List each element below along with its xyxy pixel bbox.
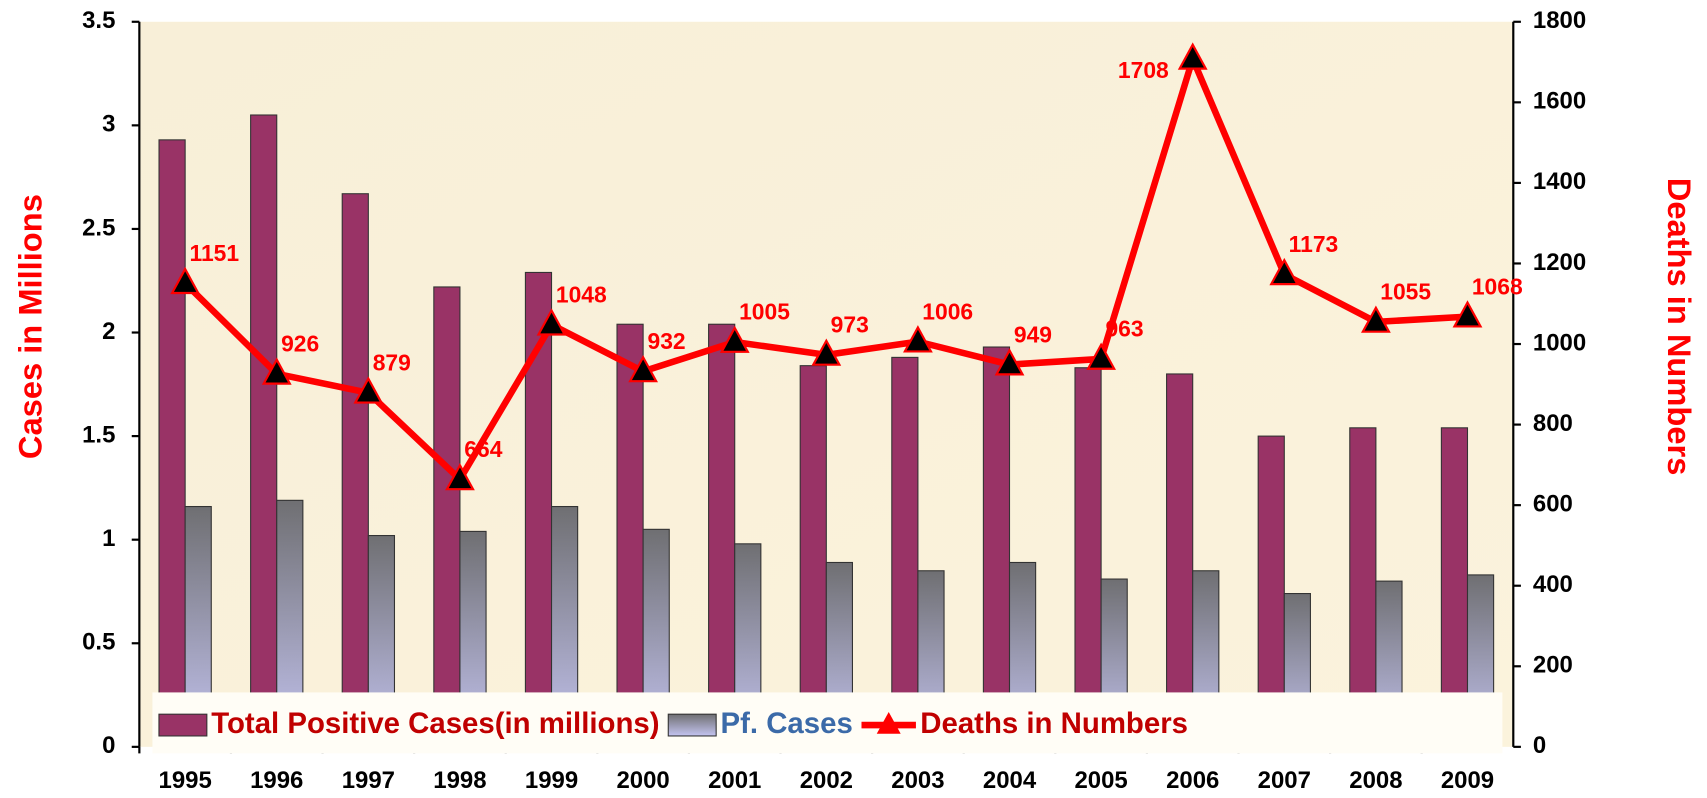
plot: 0 0.5 1 1.5 2 2.5 3 3.5 0 200 400 600 800 1000 1200 140… (11, 7, 1698, 794)
bar (616, 323, 644, 748)
data-label: 879 (373, 349, 411, 375)
legend-box (152, 692, 1503, 754)
x-tick-label: 2002 (800, 767, 853, 794)
data-label: 1068 (1472, 273, 1523, 299)
data-label: 963 (1105, 316, 1143, 342)
data-label: 1708 (1118, 57, 1169, 83)
marker (170, 266, 201, 295)
legend-label: Deaths in Numbers (920, 707, 1188, 740)
y-tick-label: 1.5 (82, 421, 115, 448)
legend-marker (876, 712, 901, 734)
marker (536, 308, 567, 336)
x-tick-label: 2000 (616, 767, 669, 794)
data-label: 664 (464, 436, 502, 462)
y2-tick-label: 1400 (1533, 168, 1586, 195)
legend-label: Total Positive Cases(in millions) (211, 707, 659, 740)
marker (628, 354, 659, 383)
marker (719, 325, 750, 353)
x-tick-label: 2001 (708, 767, 761, 794)
data-label: 1173 (1289, 231, 1339, 257)
y-tick-label: 3.5 (82, 7, 115, 34)
data-label: 926 (281, 331, 319, 357)
marker (1452, 300, 1483, 328)
bar (250, 114, 278, 748)
x-tick-label: 2006 (1166, 767, 1219, 794)
bar (1074, 367, 1102, 748)
y-tick-label: 0.5 (82, 629, 115, 656)
legend-swatch (158, 713, 208, 737)
marker (353, 376, 384, 404)
marker (261, 357, 292, 385)
y2-tick-label: 600 (1533, 490, 1573, 517)
y2-tick-label: 1800 (1533, 7, 1586, 34)
bar (1166, 373, 1194, 748)
data-label: 1151 (190, 240, 240, 266)
y2-axis-label: Deaths in Numbers (1661, 178, 1698, 476)
marker (994, 348, 1025, 376)
bar (341, 193, 369, 748)
marker (1086, 342, 1117, 370)
y2-tick-label: 1600 (1533, 88, 1586, 115)
y2-tick-label: 1200 (1533, 249, 1586, 276)
x-tick-label: 1995 (159, 767, 212, 794)
y-tick-label: 1 (102, 525, 115, 552)
data-label: 1048 (556, 281, 607, 307)
marker (445, 462, 475, 491)
data-label: 973 (831, 312, 869, 338)
y-axis-label: Cases in Millions (11, 194, 48, 459)
marker (1361, 305, 1391, 333)
x-tick-label: 1996 (250, 767, 303, 794)
data-label: 949 (1014, 321, 1052, 347)
y2-tick-label: 200 (1533, 652, 1573, 679)
x-tick-label: 1998 (433, 767, 486, 794)
legend-label: Pf. Cases (721, 707, 853, 740)
data-label: 1006 (922, 298, 973, 324)
bar (158, 139, 186, 748)
bar (891, 356, 919, 748)
legend: Total Positive Cases(in millions) Pf. Cas… (152, 692, 1503, 754)
y-tick-label: 3 (102, 111, 115, 138)
bar (433, 286, 461, 748)
marker (811, 338, 842, 366)
x-tick-label: 1997 (342, 767, 395, 794)
y2-tick-label: 0 (1533, 732, 1546, 759)
bar (799, 365, 827, 748)
y2-tick-label: 400 (1533, 571, 1573, 598)
x-tick-label: 2004 (983, 767, 1037, 794)
y2-tick-label: 1000 (1533, 329, 1586, 356)
x-tick-label: 2005 (1074, 767, 1127, 794)
marker (1177, 42, 1208, 70)
bar (708, 323, 736, 748)
marker (903, 325, 933, 353)
x-tick-label: 1999 (525, 767, 578, 794)
x-tick-label: 2007 (1258, 767, 1311, 794)
marker (1269, 257, 1300, 286)
data-label: 1005 (739, 299, 790, 325)
data-label: 932 (647, 328, 685, 354)
x-tick-label: 2008 (1349, 767, 1402, 794)
y-tick-label: 0 (102, 732, 115, 759)
legend-swatch (667, 713, 717, 737)
y-tick-label: 2.5 (82, 214, 115, 241)
x-tick-label: 2003 (891, 767, 944, 794)
y-tick-label: 2 (102, 318, 115, 345)
data-label: 1055 (1380, 279, 1431, 305)
bar (982, 346, 1011, 748)
x-tick-label: 2009 (1441, 767, 1494, 794)
y2-tick-label: 800 (1533, 410, 1573, 437)
